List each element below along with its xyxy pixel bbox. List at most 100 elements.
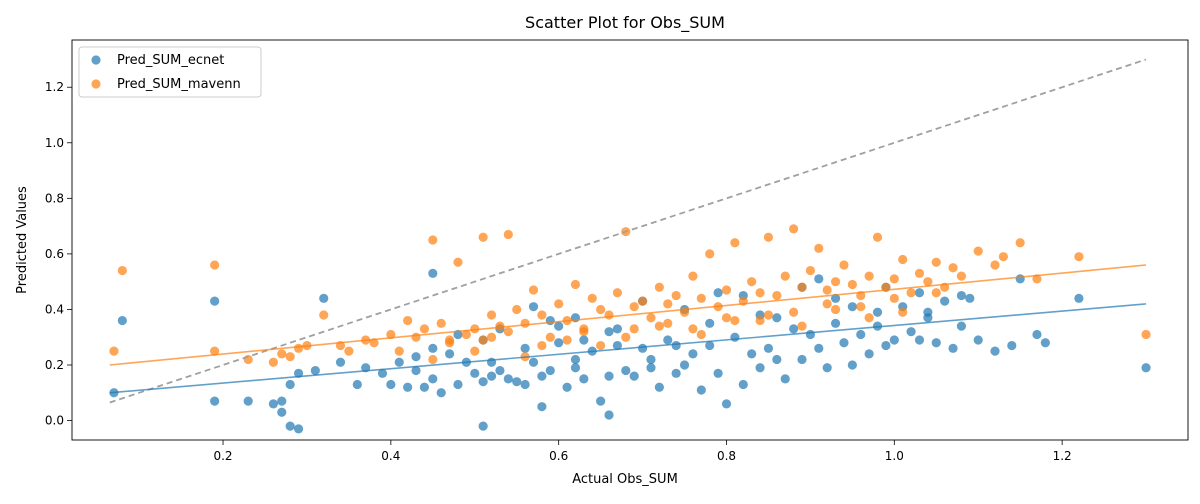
data-point	[520, 318, 530, 328]
data-point	[763, 232, 774, 242]
data-point	[570, 363, 581, 373]
data-point	[210, 296, 220, 306]
data-point	[428, 235, 438, 245]
data-point	[956, 290, 967, 301]
data-point	[319, 293, 329, 303]
data-point	[814, 343, 824, 353]
data-point	[663, 335, 673, 345]
data-point	[914, 288, 925, 298]
data-point	[990, 260, 1000, 270]
data-point	[495, 321, 505, 331]
data-point	[310, 365, 320, 376]
data-point	[856, 329, 866, 340]
data-point	[671, 340, 681, 351]
data-point	[528, 285, 539, 295]
data-point	[621, 332, 631, 342]
y-tick-label: 0.4	[45, 302, 64, 316]
data-point	[268, 399, 278, 409]
data-point	[579, 327, 589, 337]
data-point	[705, 318, 715, 328]
data-point	[705, 340, 715, 351]
data-point	[117, 265, 127, 276]
data-point	[545, 315, 555, 326]
data-point	[277, 407, 287, 417]
trend-line-Pred_SUM_mavenn	[109, 264, 1147, 366]
data-point	[839, 260, 849, 270]
data-point	[696, 385, 706, 395]
data-point	[763, 310, 774, 320]
data-point	[612, 288, 623, 298]
data-point	[872, 232, 883, 242]
data-point	[1032, 274, 1042, 284]
y-tick-label: 0.0	[45, 414, 64, 428]
data-point	[243, 396, 253, 406]
data-point	[570, 279, 581, 290]
data-point	[335, 357, 346, 367]
data-point	[671, 368, 681, 378]
data-point	[436, 388, 446, 398]
data-point	[931, 257, 941, 267]
data-point	[554, 299, 564, 309]
x-tick-label: 1.0	[885, 449, 904, 463]
data-point	[822, 299, 832, 309]
legend-label: Pred_SUM_ecnet	[117, 53, 224, 68]
data-point	[210, 260, 220, 270]
data-point	[797, 321, 807, 331]
data-point	[495, 365, 505, 376]
data-point	[747, 349, 757, 359]
data-point	[604, 410, 614, 420]
data-point	[830, 318, 841, 328]
data-point	[394, 346, 404, 356]
data-point	[453, 257, 463, 267]
data-point	[621, 365, 631, 376]
data-point	[755, 288, 765, 298]
data-point	[864, 313, 874, 323]
data-point	[654, 382, 664, 392]
y-tick-label: 0.2	[45, 358, 64, 372]
trend-line-Pred_SUM_ecnet	[109, 303, 1147, 394]
data-point	[755, 363, 765, 373]
data-point	[889, 293, 899, 303]
data-point	[881, 340, 891, 351]
data-point	[663, 299, 673, 309]
data-point	[629, 302, 639, 312]
data-point	[688, 324, 698, 334]
data-point	[470, 368, 480, 378]
data-point	[444, 349, 455, 359]
y-tick-label: 0.8	[45, 191, 64, 205]
data-point	[780, 271, 790, 281]
chart-title: Scatter Plot for Obs_SUM	[525, 13, 725, 33]
data-point	[948, 343, 958, 353]
legend-box	[78, 46, 262, 98]
data-point	[721, 313, 732, 323]
data-point	[478, 335, 488, 345]
data-point	[554, 338, 564, 348]
legend-marker	[91, 79, 101, 89]
data-point	[604, 310, 614, 320]
data-point	[830, 304, 841, 315]
data-point	[948, 263, 958, 273]
data-point	[411, 332, 421, 342]
data-point	[629, 324, 639, 334]
data-point	[772, 313, 782, 323]
data-point	[285, 379, 295, 390]
data-point	[956, 271, 967, 281]
data-point	[386, 329, 396, 340]
data-point	[755, 315, 765, 326]
data-point	[931, 338, 941, 348]
y-tick-label: 1.0	[45, 136, 64, 150]
data-point	[713, 368, 723, 378]
data-point	[789, 224, 799, 234]
data-point	[587, 293, 597, 303]
data-point	[403, 315, 413, 326]
x-tick-label: 1.2	[1053, 449, 1072, 463]
data-point	[570, 354, 581, 365]
data-point	[503, 374, 513, 384]
data-point	[545, 332, 555, 342]
x-tick-label: 0.2	[213, 449, 232, 463]
data-point	[830, 293, 841, 303]
data-point	[612, 324, 623, 334]
data-point	[864, 349, 874, 359]
data-point	[486, 332, 497, 342]
